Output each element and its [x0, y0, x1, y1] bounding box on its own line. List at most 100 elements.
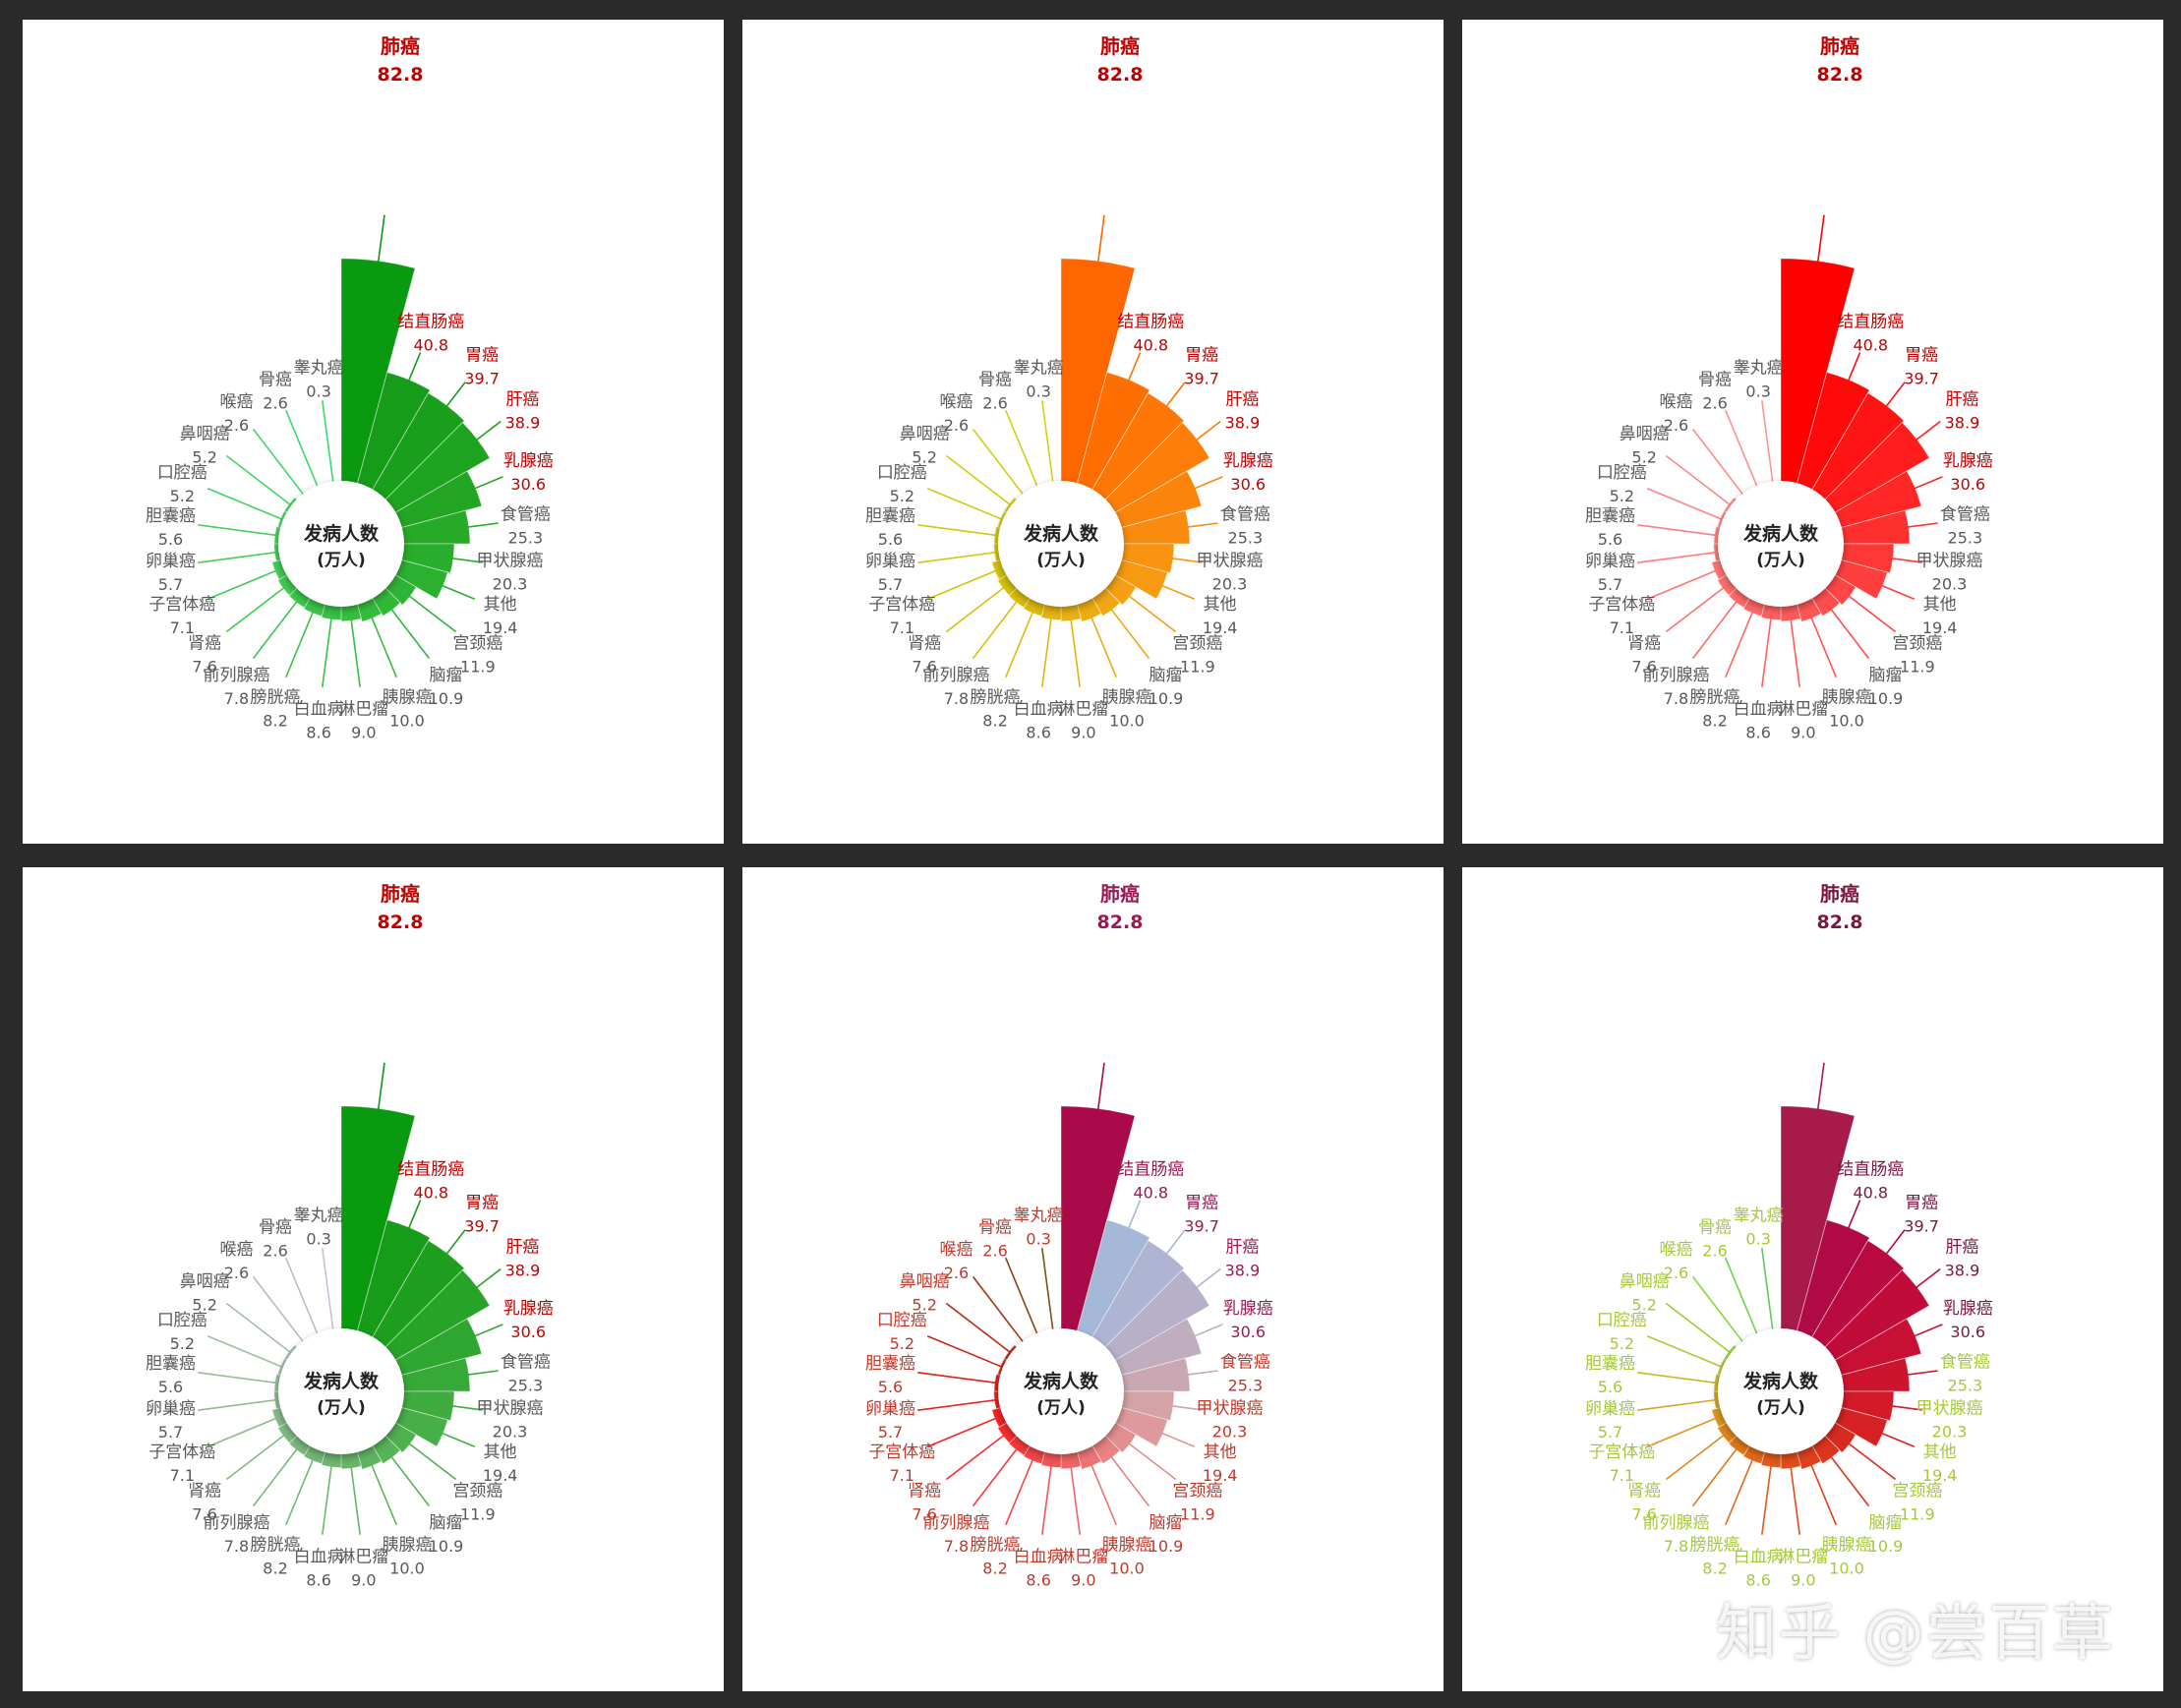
category-label-19: 口腔癌: [1597, 1311, 1647, 1330]
leader-line-7: [1877, 583, 1916, 600]
center-circle: [278, 1328, 404, 1454]
leader-line-13: [1005, 608, 1035, 678]
value-label-22: 2.6: [1702, 1241, 1727, 1260]
category-label-1: 结直肠癌: [397, 313, 464, 332]
value-label-14: 7.8: [944, 689, 969, 708]
leader-line-1: [1846, 352, 1861, 385]
category-label-11: 淋巴瘤: [1058, 700, 1108, 720]
value-label-2: 39.7: [1184, 1217, 1219, 1236]
category-label-18: 胆囊癌: [865, 1354, 915, 1374]
polar-chart-svg: 肺癌 82.8 结直肠癌 40.8 胃癌 39.7 肝癌 38.9 乳腺癌 30.6 食管癌 25.3…: [1585, 882, 1993, 1590]
value-label-0: 82.8: [1097, 912, 1144, 933]
category-label-18: 胆囊癌: [1585, 506, 1635, 526]
value-label-1: 40.8: [1853, 336, 1888, 355]
category-label-5: 食管癌: [1220, 1352, 1270, 1372]
center-title: 发病人数: [1023, 522, 1099, 545]
leader-line-22: [285, 409, 323, 497]
leader-line-11: [349, 616, 361, 687]
value-label-19: 5.2: [890, 487, 914, 505]
polar-chart-svg: 肺癌 82.8 结直肠癌 40.8 胃癌 39.7 肝癌 38.9 乳腺癌 30.6 食管癌 25.3…: [1585, 34, 1993, 742]
polar-chart-svg: 肺癌 82.8 结直肠癌 40.8 胃癌 39.7 肝癌 38.9 乳腺癌 30.6 食管癌 25.3…: [146, 34, 554, 742]
category-label-16: 子宫体癌: [868, 595, 935, 615]
category-label-8: 宫颈癌: [1172, 1482, 1222, 1502]
value-label-12: 8.6: [306, 724, 330, 742]
leader-line-3: [1192, 1267, 1221, 1291]
category-label-15: 肾癌: [1627, 634, 1661, 654]
category-label-17: 卵巢癌: [146, 552, 196, 571]
leader-line-17: [917, 551, 1000, 563]
value-label-20: 5.2: [912, 447, 936, 466]
value-label-4: 30.6: [510, 1323, 546, 1341]
leader-line-1: [1126, 1200, 1142, 1233]
category-label-0: 肺癌: [1820, 34, 1859, 58]
leader-line-21: [1691, 1275, 1750, 1351]
leader-line-6: [1887, 1404, 1922, 1411]
center-unit: (万人): [1036, 551, 1086, 570]
value-label-18: 5.6: [158, 1378, 183, 1396]
leader-line-5: [1183, 1370, 1218, 1377]
value-label-19: 5.2: [170, 487, 195, 505]
category-label-5: 食管癌: [1220, 504, 1270, 524]
category-label-22: 骨癌: [978, 370, 1012, 389]
value-label-20: 5.2: [1631, 447, 1656, 466]
value-label-16: 7.1: [170, 618, 195, 637]
category-label-13: 膀胱癌: [971, 1536, 1021, 1556]
leader-line-15: [225, 1432, 288, 1481]
leader-line-16: [926, 568, 1000, 600]
leader-line-5: [1183, 522, 1218, 529]
leader-line-20: [945, 1302, 1014, 1356]
leader-line-10: [1808, 1460, 1837, 1526]
category-label-9: 脑瘤: [1149, 666, 1183, 685]
value-label-15: 7.6: [1631, 658, 1656, 677]
category-label-10: 胰腺癌: [1821, 1536, 1871, 1556]
category-label-11: 淋巴瘤: [1058, 1548, 1108, 1567]
leader-line-4: [1910, 1324, 1943, 1339]
category-label-9: 脑瘤: [430, 1513, 463, 1533]
leader-line-20: [1665, 1302, 1734, 1356]
value-label-8: 11.9: [460, 658, 496, 677]
leader-line-17: [1637, 551, 1720, 563]
category-label-16: 子宫体癌: [1588, 595, 1655, 615]
category-label-9: 脑瘤: [1149, 1513, 1183, 1533]
category-label-8: 宫颈癌: [1172, 634, 1222, 654]
category-label-21: 喉癌: [219, 392, 253, 412]
leader-line-21: [972, 1275, 1031, 1351]
value-label-16: 7.1: [170, 1466, 195, 1485]
category-label-12: 白血病: [1014, 1548, 1064, 1567]
category-label-22: 骨癌: [978, 1217, 1012, 1237]
leader-line-12: [1041, 614, 1053, 687]
value-label-20: 5.2: [192, 1295, 216, 1314]
category-label-2: 胃癌: [465, 346, 499, 366]
leader-line-13: [1725, 1455, 1755, 1526]
center-unit: (万人): [317, 551, 366, 570]
value-label-10: 10.0: [1109, 712, 1145, 731]
leader-line-8: [1125, 592, 1177, 633]
category-label-5: 食管癌: [1940, 504, 1990, 524]
value-label-18: 5.6: [158, 530, 183, 549]
value-label-2: 39.7: [464, 1217, 500, 1236]
category-label-15: 肾癌: [188, 634, 221, 654]
category-label-10: 胰腺癌: [1101, 1536, 1151, 1556]
category-label-8: 宫颈癌: [1892, 1482, 1942, 1502]
category-label-4: 乳腺癌: [1943, 451, 1993, 471]
value-label-14: 7.8: [224, 689, 249, 708]
leader-line-9: [1107, 1452, 1150, 1507]
category-label-3: 肝癌: [1945, 1237, 1978, 1257]
category-label-11: 淋巴瘤: [338, 1548, 388, 1567]
value-label-1: 40.8: [413, 1184, 448, 1203]
leader-line-12: [322, 1461, 333, 1535]
category-label-5: 食管癌: [501, 1352, 551, 1372]
category-label-4: 乳腺癌: [503, 1299, 554, 1319]
value-label-23: 0.3: [1745, 382, 1770, 400]
category-label-16: 子宫体癌: [868, 1443, 935, 1462]
value-label-21: 2.6: [224, 416, 249, 435]
category-label-3: 肝癌: [505, 389, 539, 409]
leader-line-16: [926, 1416, 1000, 1447]
value-label-13: 8.2: [1702, 712, 1727, 731]
category-label-23: 睾丸癌: [1014, 1206, 1064, 1225]
category-label-4: 乳腺癌: [503, 451, 554, 471]
category-label-4: 乳腺癌: [1943, 1299, 1993, 1319]
value-label-9: 10.9: [1868, 689, 1904, 708]
value-label-21: 2.6: [944, 416, 969, 435]
value-label-12: 8.6: [1745, 1571, 1770, 1590]
